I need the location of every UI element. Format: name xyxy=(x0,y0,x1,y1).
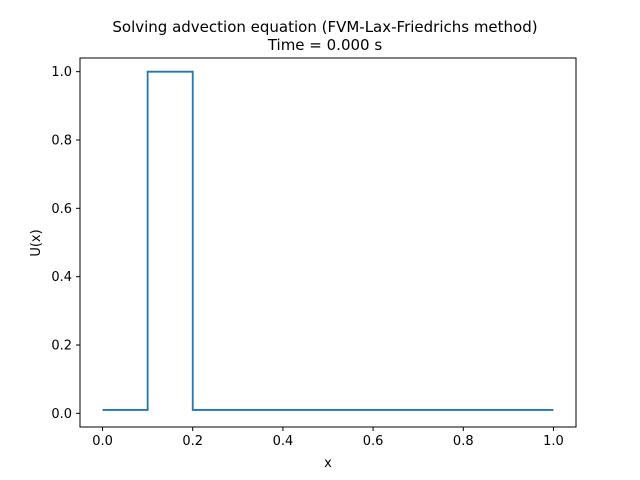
y-tick-label: 0.2 xyxy=(51,339,72,354)
y-axis-ticks: 0.0 0.2 0.4 0.6 0.8 1.0 xyxy=(51,65,80,422)
series-line-0 xyxy=(102,70,554,411)
plot-frame xyxy=(79,57,577,428)
plot-content xyxy=(102,70,554,411)
x-tick-label: 0.6 xyxy=(363,434,384,449)
x-axis-label: x xyxy=(324,456,332,471)
x-tick-label: 0.2 xyxy=(182,434,203,449)
x-axis-ticks: 0.0 0.2 0.4 0.6 0.8 1.0 xyxy=(92,427,564,449)
y-tick-label: 0.8 xyxy=(51,134,72,149)
y-tick-label: 0.0 xyxy=(51,407,72,422)
y-tick-label: 1.0 xyxy=(51,65,72,80)
chart-title: Solving advection equation (FVM-Lax-Frie… xyxy=(112,18,537,36)
y-tick-label: 0.4 xyxy=(51,270,72,285)
y-axis-label: U(x) xyxy=(29,229,44,256)
x-tick-label: 1.0 xyxy=(543,434,564,449)
x-tick-label: 0.4 xyxy=(273,434,294,449)
chart-subtitle: Time = 0.000 s xyxy=(267,36,383,54)
x-tick-label: 0.8 xyxy=(453,434,474,449)
x-tick-label: 0.0 xyxy=(92,434,113,449)
y-tick-label: 0.6 xyxy=(51,202,72,217)
